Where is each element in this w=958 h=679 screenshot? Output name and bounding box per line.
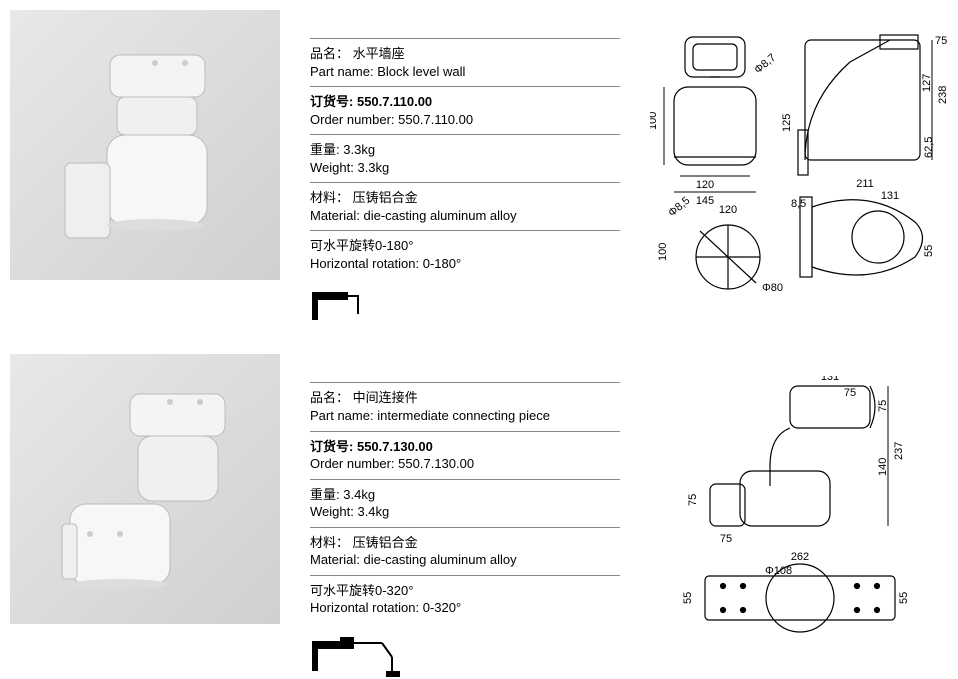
material-en: Material: die-casting aluminum alloy (310, 207, 620, 225)
weight-cn: 重量: 3.4kg (310, 486, 620, 504)
weight-en: Weight: 3.4kg (310, 503, 620, 521)
dim: 120 (696, 179, 714, 191)
weight-cn: 重量: 3.3kg (310, 141, 620, 159)
order-en: Order number: 550.7.110.00 (310, 111, 620, 129)
weight-en: Weight: 3.3kg (310, 159, 620, 177)
name-cn: 品名： 中间连接件 (310, 389, 620, 407)
order-cn: 订货号: 550.7.130.00 (310, 438, 620, 456)
product-photo-1 (10, 10, 280, 280)
material-en: Material: die-casting aluminum alloy (310, 551, 620, 569)
dim: 262 (791, 551, 809, 563)
dim: 55 (923, 245, 935, 257)
dim: 237 (893, 442, 905, 460)
dim: 238 (937, 86, 949, 104)
dim: 75 (935, 35, 947, 47)
material-cn: 材料： 压铸铝合金 (310, 189, 620, 207)
dim: 131 (821, 376, 839, 383)
dim: 55 (682, 592, 694, 604)
order-cn: 订货号: 550.7.110.00 (310, 93, 620, 111)
photo-illustration-2 (50, 384, 240, 594)
order-en: Order number: 550.7.130.00 (310, 455, 620, 473)
rotation-cn: 可水平旋转0-320° (310, 582, 620, 600)
name-en: Part name: Block level wall (310, 63, 620, 81)
product-details-2: 品名： 中间连接件 Part name: intermediate connec… (310, 354, 620, 678)
dim: Φ108 (765, 565, 792, 577)
dim: 145 (696, 195, 714, 207)
rotation-en: Horizontal rotation: 0-320° (310, 599, 620, 617)
dim: 75 (687, 494, 699, 506)
dim: 120 (719, 204, 737, 216)
dim: 55 (898, 592, 910, 604)
dim: 211 (856, 178, 874, 190)
dim: 75 (720, 533, 732, 545)
name-cn: 品名： 水平墙座 (310, 45, 620, 63)
dim: 8,5 (791, 198, 806, 210)
tech-drawing-1: 100 120 145 Φ8,7 75 75 238 127 62,5 (650, 10, 958, 324)
dim: Φ8,7 (752, 52, 778, 77)
product-row-1: 品名： 水平墙座 Part name: Block level wall 订货号… (10, 10, 948, 324)
dim: 75 (844, 387, 856, 399)
rotation-en: Horizontal rotation: 0-180° (310, 255, 620, 273)
dim: 131 (881, 190, 899, 202)
dim: 125 (781, 114, 793, 132)
photo-illustration-1 (55, 45, 235, 245)
dim: 100 (650, 112, 659, 130)
product-details-1: 品名： 水平墙座 Part name: Block level wall 订货号… (310, 10, 620, 324)
dim: 62,5 (923, 137, 935, 158)
product-photo-2 (10, 354, 280, 624)
dim: 100 (657, 243, 669, 261)
dim: 75 (877, 400, 889, 412)
mini-diagram-2 (310, 629, 620, 679)
dim: Φ8,5 (666, 195, 692, 220)
dim: 140 (877, 458, 889, 476)
name-en: Part name: intermediate connecting piece (310, 407, 620, 425)
dim: 75 (886, 32, 898, 34)
product-row-2: 品名： 中间连接件 Part name: intermediate connec… (10, 354, 948, 678)
dim: 127 (921, 74, 933, 92)
material-cn: 材料： 压铸铝合金 (310, 534, 620, 552)
rotation-cn: 可水平旋转0-180° (310, 237, 620, 255)
dim: Φ80 (762, 282, 783, 294)
tech-drawing-2: 131 75 237 75 140 75 75 262 Φ108 (650, 354, 958, 678)
mini-diagram-1 (310, 284, 620, 324)
